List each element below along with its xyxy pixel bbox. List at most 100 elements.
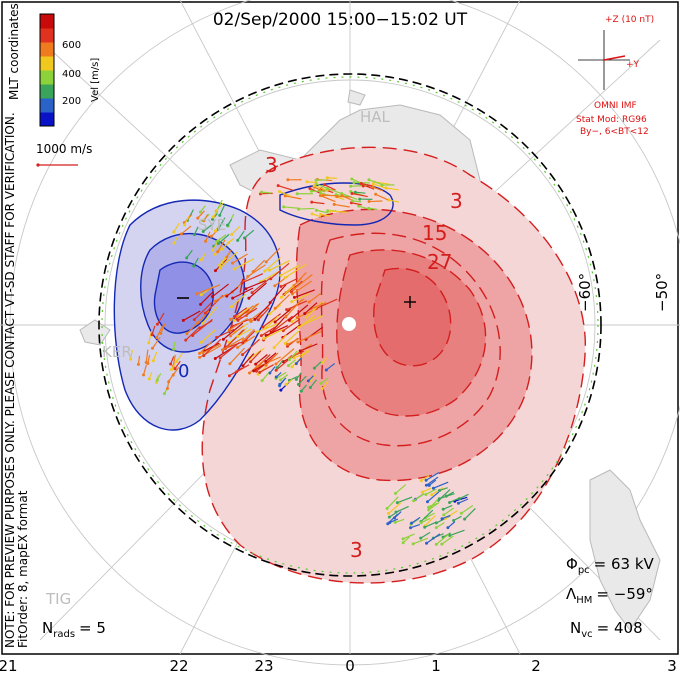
velocity-vector-origin bbox=[437, 497, 441, 501]
velocity-vector-origin bbox=[319, 191, 323, 195]
velocity-vector bbox=[311, 213, 322, 218]
velocity-vector bbox=[375, 193, 389, 201]
velocity-vector-origin bbox=[290, 292, 294, 296]
velocity-vector-origin bbox=[264, 363, 268, 367]
velocity-vector-origin bbox=[230, 233, 234, 237]
velocity-vector-origin bbox=[199, 340, 203, 344]
velocity-vector bbox=[280, 277, 298, 288]
velocity-vector-origin bbox=[424, 492, 428, 496]
velocity-vector bbox=[309, 379, 317, 388]
preview-note: NOTE: FOR PREVIEW PURPOSES ONLY. PLEASE … bbox=[3, 112, 17, 648]
velocity-vector-origin bbox=[287, 318, 291, 322]
velocity-vector bbox=[253, 361, 270, 372]
velocity-vector bbox=[284, 330, 300, 344]
mlt-tick: 23 bbox=[254, 657, 273, 674]
velocity-vector-origin bbox=[162, 392, 166, 396]
velocity-vector-origin bbox=[286, 178, 290, 182]
velocity-vector bbox=[299, 343, 318, 352]
velocity-vector-origin bbox=[305, 180, 309, 184]
velocity-vector bbox=[310, 301, 327, 310]
velocity-vector bbox=[435, 533, 450, 545]
velocity-vector bbox=[129, 349, 133, 360]
velocity-vector-origin bbox=[198, 351, 202, 355]
velocity-vector bbox=[236, 308, 250, 320]
velocity-vector-origin bbox=[427, 508, 431, 512]
velocity-vector bbox=[261, 372, 270, 381]
velocity-vector bbox=[292, 280, 313, 295]
velocity-vector-origin bbox=[425, 500, 429, 504]
velocity-vector-origin bbox=[325, 186, 329, 190]
velocity-vector-origin bbox=[308, 186, 312, 190]
velocity-vector-origin bbox=[419, 536, 423, 540]
velocity-vector-origin bbox=[202, 354, 206, 358]
velocity-vector-origin bbox=[350, 177, 354, 181]
velocity-vector-origin bbox=[213, 229, 217, 233]
velocity-vector bbox=[226, 286, 239, 297]
velocity-vector-origin bbox=[181, 318, 185, 322]
hm-boundary bbox=[98, 73, 602, 577]
velocity-vector bbox=[351, 202, 362, 206]
velocity-vector-origin bbox=[165, 386, 169, 390]
imf-condition: By−, 6<BT<12 bbox=[580, 127, 649, 137]
velocity-vector bbox=[334, 203, 350, 208]
velocity-vector-origin bbox=[359, 182, 363, 186]
velocity-vector bbox=[219, 204, 226, 216]
velocity-vector-origin bbox=[244, 287, 248, 291]
velocity-vector-origin bbox=[262, 337, 266, 341]
velocity-vector bbox=[225, 329, 245, 348]
velocity-vector-origin bbox=[215, 239, 219, 243]
velocity-vector-origin bbox=[325, 176, 329, 180]
velocity-vector bbox=[283, 206, 300, 209]
velocity-vector-origin bbox=[307, 300, 311, 304]
velocity-vector-origin bbox=[420, 490, 424, 494]
velocity-vector-origin bbox=[401, 537, 405, 541]
colorbar-tick: 400 bbox=[62, 69, 81, 80]
velocity-vector-origin bbox=[314, 208, 318, 212]
velocity-vector bbox=[397, 496, 413, 504]
velocity-vector bbox=[294, 274, 313, 290]
lat-label-60: −60° bbox=[576, 273, 594, 312]
lambda-hm-stat: ΛHM = −59° bbox=[566, 585, 653, 606]
magnetic-pole-marker bbox=[342, 317, 356, 331]
velocity-vector bbox=[327, 177, 337, 179]
velocity-vector-origin bbox=[287, 358, 291, 362]
velocity-vector-origin bbox=[452, 518, 456, 522]
velocity-vector-origin bbox=[195, 292, 199, 296]
velocity-vector-origin bbox=[440, 542, 444, 546]
velocity-vector-origin bbox=[305, 315, 309, 319]
velocity-vector bbox=[288, 359, 297, 367]
velocity-vector-origin bbox=[192, 318, 196, 322]
velocity-vector-origin bbox=[217, 227, 221, 231]
velocity-vector-origin bbox=[249, 360, 253, 364]
velocity-vector bbox=[243, 328, 255, 341]
velocity-vector-origin bbox=[441, 507, 445, 511]
velocity-vector bbox=[424, 515, 436, 527]
potential-fill bbox=[114, 147, 586, 583]
velocity-vector bbox=[197, 210, 205, 219]
velocity-vector bbox=[426, 476, 439, 486]
velocity-vector-origin bbox=[273, 320, 277, 324]
velocity-vector-origin bbox=[332, 202, 336, 206]
velocity-vector-origin bbox=[306, 379, 310, 383]
velocity-vector bbox=[395, 484, 407, 494]
velocity-vector-origin bbox=[215, 336, 219, 340]
velocity-vector bbox=[270, 262, 290, 280]
velocity-vector-origin bbox=[229, 334, 233, 338]
mlt-tick: 22 bbox=[169, 657, 188, 674]
velocity-vector bbox=[261, 325, 277, 337]
velocity-vector-origin bbox=[247, 371, 251, 375]
velocity-vector-origin bbox=[211, 295, 215, 299]
velocity-vector bbox=[304, 302, 318, 315]
velocity-vector-origin bbox=[410, 521, 414, 525]
velocity-vector bbox=[265, 315, 279, 329]
velocity-vector bbox=[217, 239, 226, 253]
velocity-vector bbox=[387, 513, 398, 525]
velocity-vector-origin bbox=[321, 193, 325, 197]
velocity-vector bbox=[420, 475, 430, 482]
velocity-vector-origin bbox=[231, 296, 235, 300]
velocity-vector bbox=[212, 283, 229, 298]
velocity-vector-origin bbox=[374, 192, 378, 196]
velocity-vector bbox=[287, 337, 301, 345]
velocity-vector bbox=[254, 303, 271, 320]
velocity-vector bbox=[439, 493, 455, 500]
